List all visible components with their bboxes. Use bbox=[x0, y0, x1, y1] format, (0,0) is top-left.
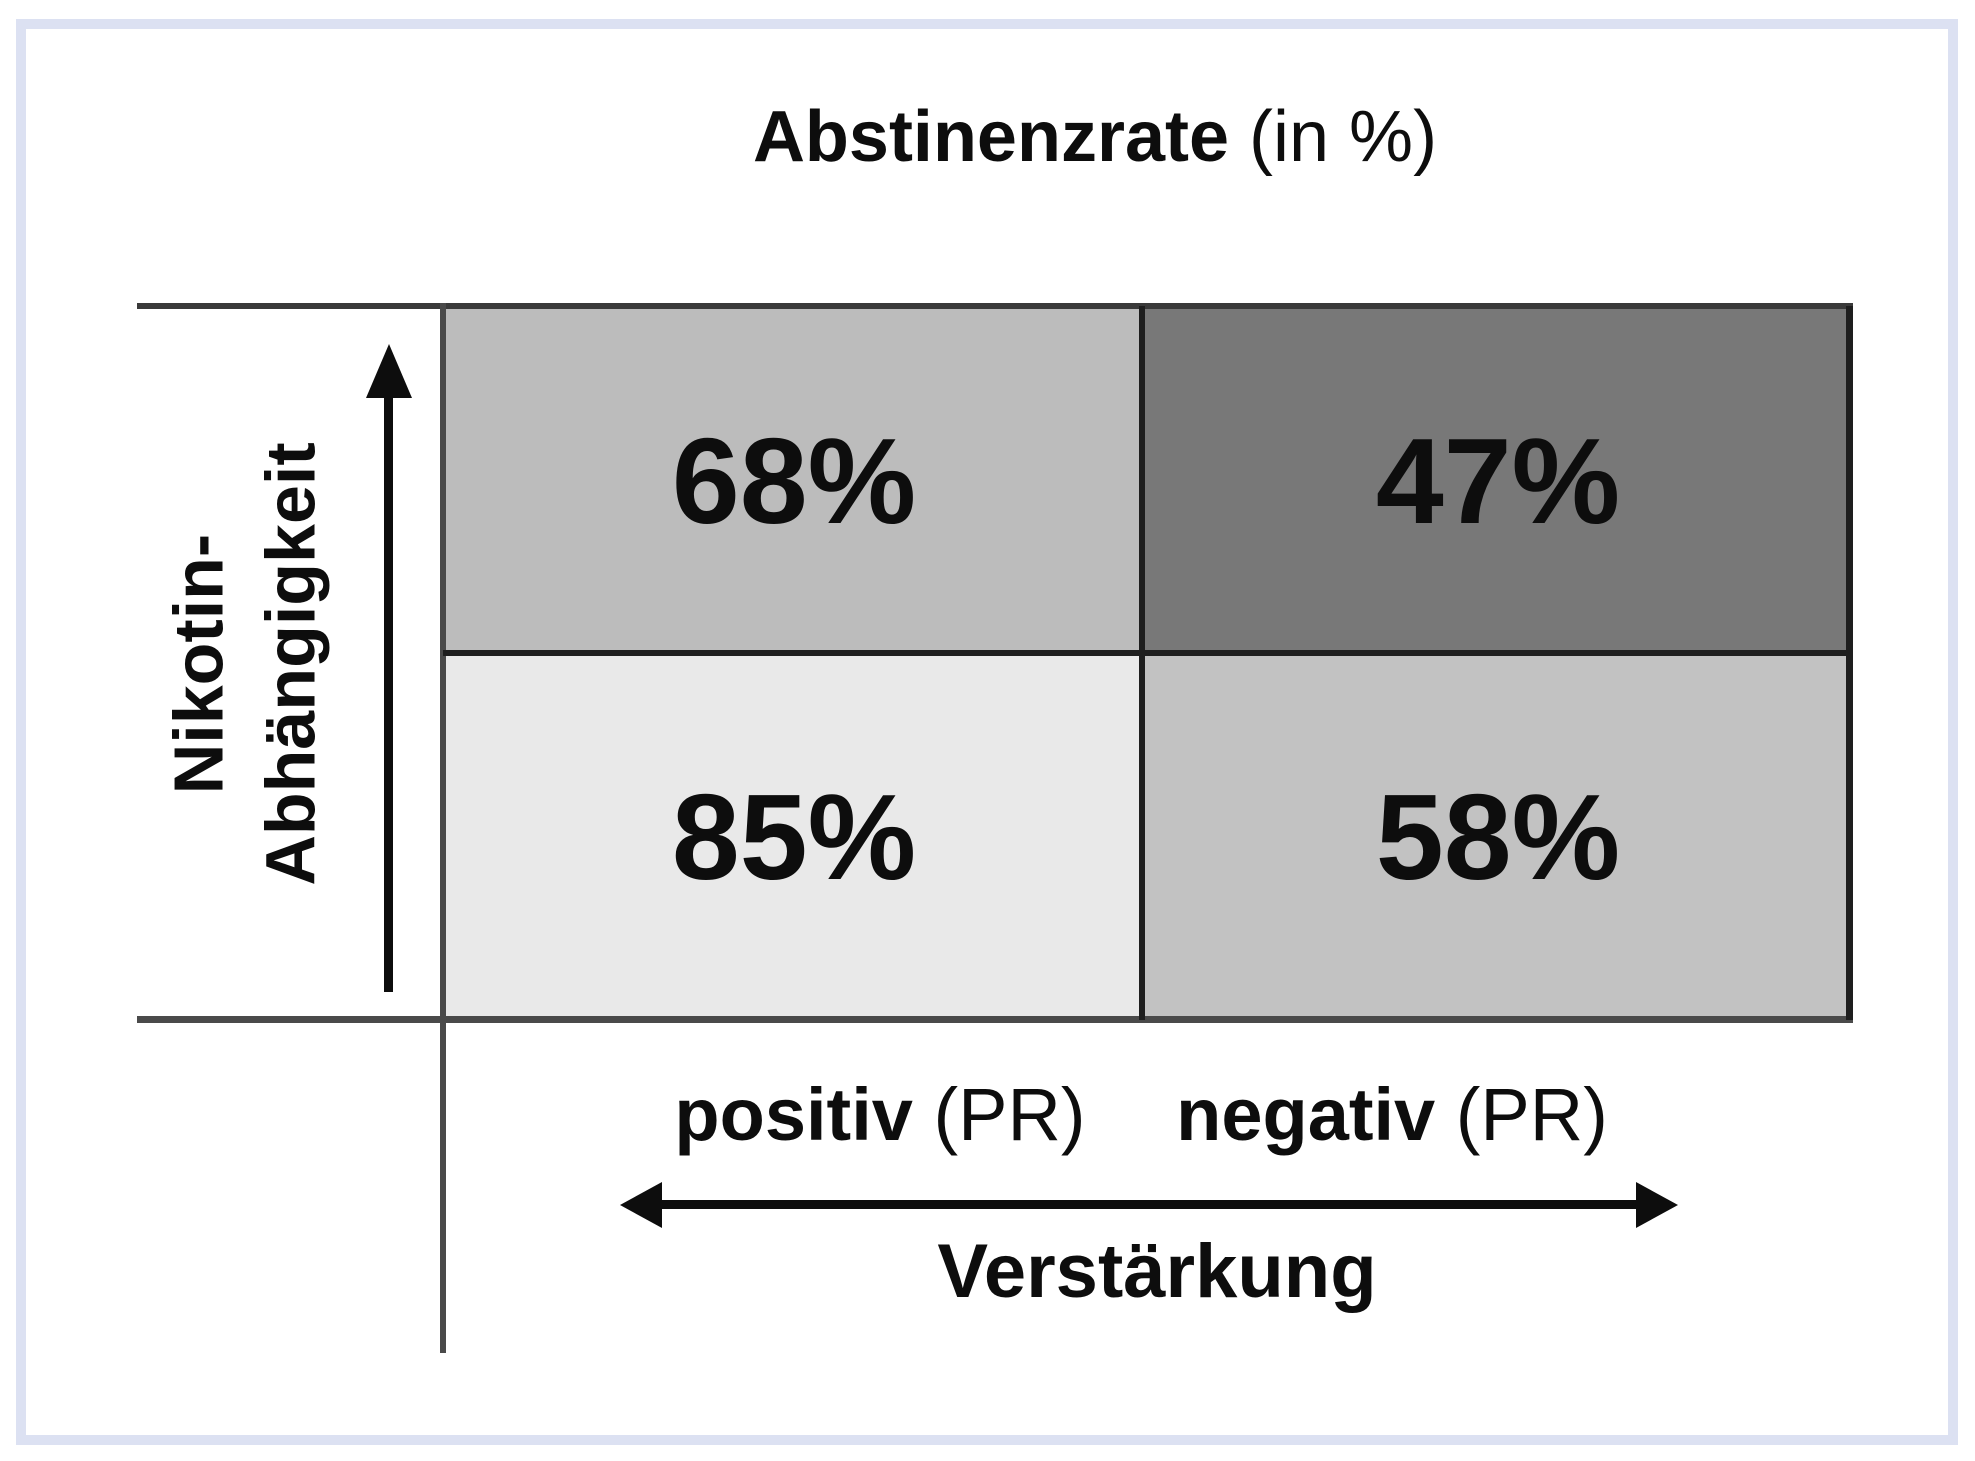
double-arrow-right-icon bbox=[1636, 1182, 1678, 1228]
double-arrow-left-icon bbox=[620, 1182, 662, 1228]
x-category-positiv: positiv (PR) bbox=[674, 1072, 1085, 1157]
matrix-cell-bottom-right: 58% bbox=[1145, 656, 1851, 1018]
y-axis-label: Nikotin- Abhängigkeit bbox=[153, 442, 338, 885]
chart-title-suffix: (in %) bbox=[1229, 97, 1438, 177]
chart-title: Abstinenzrate (in %) bbox=[753, 96, 1437, 178]
cell-value-top-left: 68% bbox=[671, 413, 917, 549]
x-category-positiv-suffix: (PR) bbox=[912, 1073, 1086, 1156]
matrix-cell-top-right: 47% bbox=[1145, 306, 1851, 656]
matrix-cell-top-left: 68% bbox=[443, 306, 1145, 656]
x-category-negativ-word: negativ bbox=[1176, 1073, 1436, 1156]
y-axis-label-line1: Nikotin- bbox=[159, 533, 238, 795]
matrix-bottom-line bbox=[137, 1016, 1853, 1023]
y-axis-line bbox=[440, 303, 446, 1353]
cell-value-bottom-right: 58% bbox=[1375, 769, 1621, 905]
matrix-right-line bbox=[1846, 306, 1853, 1020]
up-arrow-shaft bbox=[384, 362, 393, 992]
x-category-positiv-word: positiv bbox=[674, 1073, 913, 1156]
double-arrow-shaft bbox=[656, 1200, 1642, 1209]
x-category-negativ: negativ (PR) bbox=[1176, 1072, 1608, 1157]
matrix-middle-vertical-line bbox=[1139, 306, 1145, 1020]
up-arrow-icon bbox=[366, 344, 412, 398]
matrix-middle-horizontal-line bbox=[443, 650, 1853, 656]
x-axis-title: Verstärkung bbox=[937, 1229, 1377, 1314]
cell-value-bottom-left: 85% bbox=[671, 769, 917, 905]
y-axis-label-line2: Abhängigkeit bbox=[252, 442, 330, 886]
cell-value-top-right: 47% bbox=[1375, 413, 1621, 549]
x-category-negativ-suffix: (PR) bbox=[1435, 1073, 1608, 1156]
chart-title-main: Abstinenzrate bbox=[752, 97, 1230, 177]
matrix-top-line bbox=[137, 303, 1853, 309]
matrix-cell-bottom-left: 85% bbox=[443, 656, 1145, 1018]
